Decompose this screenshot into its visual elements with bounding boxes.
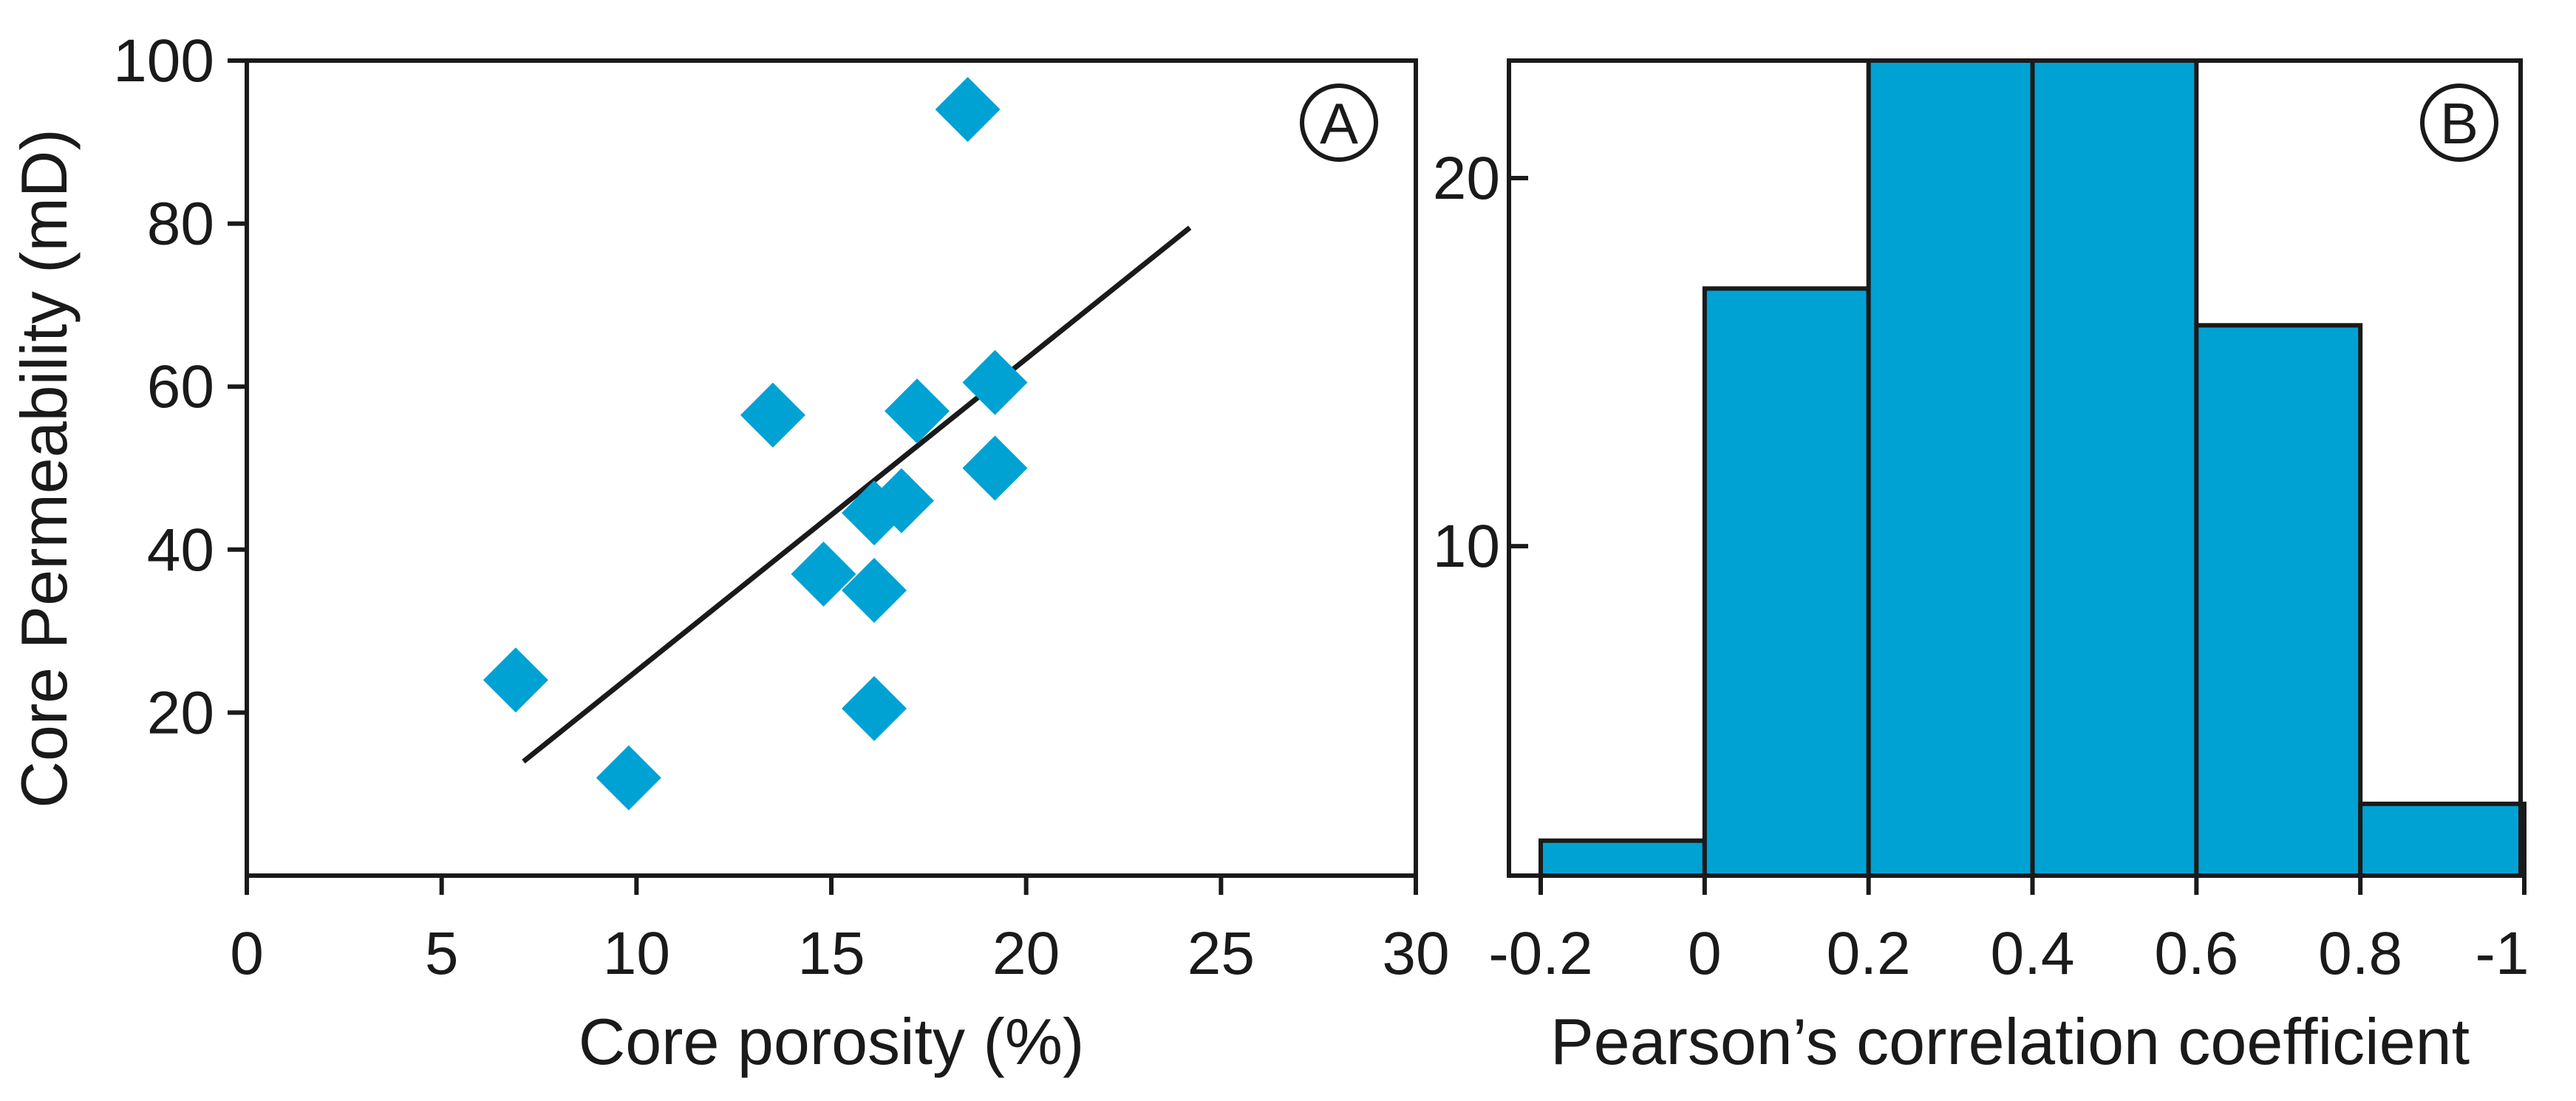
histogram-bar	[1866, 58, 2035, 878]
panel-b-y-tick-label: 20	[1433, 145, 1500, 212]
panel-b-x-ticks: -0.2 0 0.2 0.4 0.6 0.8 -1	[1488, 876, 2529, 987]
panel-b-bars	[1539, 58, 2527, 878]
scatter-point	[791, 541, 856, 607]
panel-a-y-tick-label: 80	[147, 191, 214, 258]
panel-b-x-tick-label: 0.8	[2318, 920, 2402, 987]
panel-b-x-axis-label: Pearson’s correlation coefficient	[1550, 1005, 2470, 1078]
panel-b-x-tick-label: -1	[2476, 920, 2529, 987]
panel-a-frame	[245, 58, 1418, 878]
scatter-point	[885, 378, 950, 444]
panel-b-x-tick-label: 0.4	[1991, 920, 2075, 987]
panel-a-x-tick-label: 5	[425, 920, 459, 987]
scatter-point	[483, 647, 548, 713]
panel-b-x-tick-label: 0.2	[1827, 920, 1911, 987]
panel-a-label: A	[1320, 91, 1358, 156]
panel-b-x-tick-label: -0.2	[1488, 920, 1592, 987]
panel-a-y-tick-label: 40	[147, 517, 214, 584]
scatter-point	[596, 745, 661, 811]
panel-a-points	[483, 77, 1028, 811]
panel-a-x-axis-label: Core porosity (%)	[579, 1005, 1085, 1078]
scatter-point	[842, 675, 907, 741]
histogram-bar	[2194, 323, 2363, 878]
histogram-bar	[1702, 286, 1871, 878]
scatter-point	[740, 382, 805, 448]
histogram-bar	[2358, 801, 2527, 878]
panel-a-x-tick-label: 15	[797, 920, 865, 987]
histogram-bar	[1539, 838, 1707, 878]
scatter-point	[962, 350, 1028, 415]
scatter-point	[868, 468, 934, 534]
panel-b: -0.200.20.40.60.8-1 102030 B Pearson’s c…	[1433, 58, 2529, 1078]
histogram-bar	[2030, 58, 2199, 878]
panel-a-x-tick-label: 0	[230, 920, 264, 987]
panel-a-y-ticks: 20 40 60 80 100	[113, 27, 247, 746]
panel-a-trendline-group	[522, 225, 1192, 764]
panel-a-x-tick-label: 10	[603, 920, 670, 987]
panel-a-x-tick-label: 30	[1382, 920, 1449, 987]
panel-a-x-ticks: 0 5 10 15 20 25 30	[230, 876, 1450, 987]
panel-b-frame	[1507, 58, 2523, 878]
panel-a-y-tick-label: 20	[147, 679, 214, 746]
panel-a: 0 5 10 15 20 25 30 20 40 60 80 100 A Core porosity…	[7, 27, 1450, 1078]
panel-a-badge: A	[1300, 83, 1378, 162]
panel-a-x-tick-label: 20	[992, 920, 1060, 987]
panel-b-badge: B	[2420, 83, 2498, 162]
scatter-point	[962, 435, 1028, 501]
trend-line	[522, 225, 1192, 764]
scatter-point	[935, 77, 1001, 143]
panel-b-y-tick-label: 10	[1433, 513, 1500, 580]
panel-a-x-tick-label: 25	[1188, 920, 1255, 987]
panel-b-badge-circle	[2420, 83, 2498, 162]
panel-a-y-tick-label: 60	[147, 353, 214, 420]
panel-b-label: B	[2440, 91, 2478, 156]
panel-a-y-axis-label: Core Permeability (mD)	[7, 129, 81, 808]
panel-b-x-tick-label: 0.6	[2154, 920, 2238, 987]
scatter-point	[842, 557, 907, 623]
panel-a-badge-circle	[1300, 83, 1378, 162]
panel-a-y-tick-label: 100	[113, 27, 214, 95]
panel-b-y-ticks: 102030	[1433, 145, 1528, 580]
panel-b-x-tick-label: 0	[1688, 920, 1722, 987]
